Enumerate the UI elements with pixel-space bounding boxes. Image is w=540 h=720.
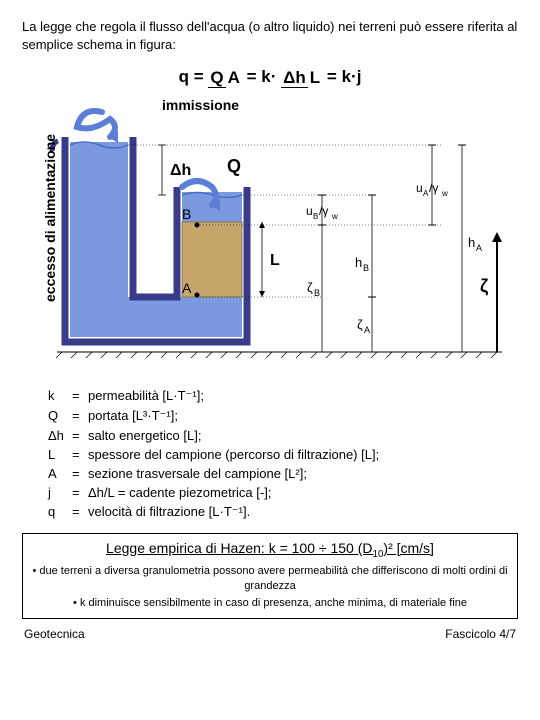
svg-text:/γ: /γ bbox=[429, 181, 438, 195]
def-row: j=Δh/L = cadente piezometrica [-]; bbox=[46, 484, 381, 501]
svg-text:ζ: ζ bbox=[480, 276, 488, 297]
main-formula: q = QA = k· ΔhL = k·j bbox=[22, 67, 518, 87]
svg-text:h: h bbox=[355, 255, 362, 270]
svg-text:u: u bbox=[306, 204, 313, 218]
svg-text:ζ: ζ bbox=[357, 317, 363, 332]
intro-text: La legge che regola il flusso dell'acqua… bbox=[22, 18, 518, 53]
footer-right: Fascicolo 4/7 bbox=[445, 627, 516, 641]
svg-text:A: A bbox=[364, 325, 370, 335]
def-row: q=velocità di filtrazione [L·T⁻¹]. bbox=[46, 503, 381, 521]
svg-text:u: u bbox=[416, 181, 423, 195]
def-row: Δh=salto energetico [L]; bbox=[46, 427, 381, 444]
eccesso-label: eccesso di alimentazione bbox=[42, 134, 58, 302]
svg-text:h: h bbox=[468, 235, 475, 250]
diagram: immissione eccesso di alimentazione bbox=[22, 97, 518, 377]
svg-text:w: w bbox=[441, 189, 448, 198]
svg-text:B: B bbox=[314, 288, 320, 298]
definitions-table: k=permeabilità [L·T⁻¹]; Q=portata [L³·T⁻¹… bbox=[44, 385, 383, 523]
def-row: k=permeabilità [L·T⁻¹]; bbox=[46, 387, 381, 405]
hazen-bullet: • k diminuisce sensibilmente in caso di … bbox=[31, 596, 509, 611]
A-label: A bbox=[182, 280, 192, 296]
footer: Geotecnica Fascicolo 4/7 bbox=[22, 627, 518, 641]
immissione-label: immissione bbox=[162, 97, 239, 113]
Q-label: Q bbox=[227, 156, 241, 176]
L-label: L bbox=[270, 252, 280, 269]
svg-text:ζ: ζ bbox=[307, 280, 313, 295]
hazen-box: Legge empirica di Hazen: k = 100 ÷ 150 (… bbox=[22, 533, 518, 619]
dh-label: Δh bbox=[170, 162, 191, 179]
diagram-svg: Δh Q B A L ζB uB /γw ζA hB bbox=[22, 97, 522, 372]
def-row: L=spessore del campione (percorso di fil… bbox=[46, 446, 381, 463]
hazen-title: Legge empirica di Hazen: k = 100 ÷ 150 (… bbox=[31, 540, 509, 560]
svg-text:/γ: /γ bbox=[319, 204, 328, 218]
svg-text:A: A bbox=[476, 243, 482, 253]
def-row: A=sezione trasversale del campione [L²]; bbox=[46, 465, 381, 482]
svg-text:B: B bbox=[363, 263, 369, 273]
footer-left: Geotecnica bbox=[24, 627, 85, 641]
svg-text:B: B bbox=[313, 212, 318, 221]
B-label: B bbox=[182, 206, 191, 222]
def-row: Q=portata [L³·T⁻¹]; bbox=[46, 407, 381, 425]
svg-text:w: w bbox=[331, 212, 338, 221]
hazen-bullet: • due terreni a diversa granulometria po… bbox=[31, 564, 509, 594]
